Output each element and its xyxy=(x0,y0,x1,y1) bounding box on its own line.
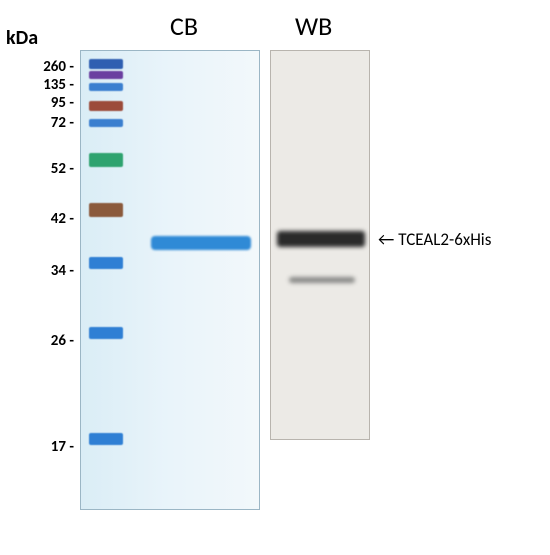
ladder-band xyxy=(89,119,123,127)
ladder-band xyxy=(89,59,123,69)
mw-label: 34 - xyxy=(36,262,74,280)
mw-label: 17 - xyxy=(36,438,74,456)
ladder-band xyxy=(89,83,123,91)
cb-target-band xyxy=(151,236,251,250)
column-header-wb: WB xyxy=(295,10,332,42)
mw-label: 52 - xyxy=(36,160,74,178)
mw-label: 135 - xyxy=(36,76,74,94)
axis-title: kDa xyxy=(6,26,38,50)
ladder-band xyxy=(89,433,123,445)
mw-label: 72 - xyxy=(36,114,74,132)
ladder-band xyxy=(89,71,123,79)
mw-label: 42 - xyxy=(36,210,74,228)
annotation-label: TCEAL2-6xHis xyxy=(398,229,491,250)
mw-label: 26 - xyxy=(36,332,74,350)
mw-label: 260 - xyxy=(36,58,74,76)
ladder-band xyxy=(89,257,123,269)
ladder-band xyxy=(89,153,123,167)
arrow-left-icon: ← xyxy=(378,228,394,250)
mw-label: 95 - xyxy=(36,94,74,112)
wb-faint-band xyxy=(289,277,355,283)
wb-target-band xyxy=(277,231,365,247)
ladder-band xyxy=(89,203,123,217)
ladder-band xyxy=(89,101,123,111)
gel-wb xyxy=(270,50,370,440)
band-annotation: ← TCEAL2-6xHis xyxy=(378,228,491,250)
gel-cb xyxy=(80,50,260,510)
ladder-band xyxy=(89,327,123,339)
column-header-cb: CB xyxy=(170,10,198,42)
